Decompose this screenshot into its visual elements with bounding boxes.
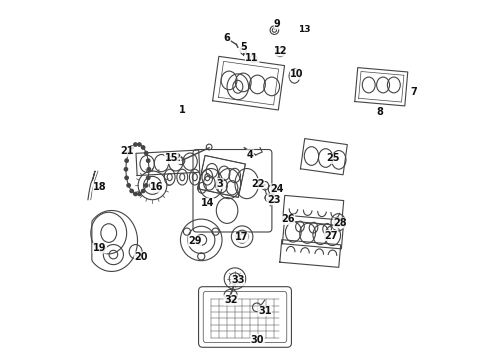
Text: 32: 32 xyxy=(224,295,238,305)
Ellipse shape xyxy=(127,151,130,155)
Text: 20: 20 xyxy=(134,252,148,262)
Ellipse shape xyxy=(130,189,133,193)
Text: 4: 4 xyxy=(247,150,254,160)
Text: 14: 14 xyxy=(200,198,214,208)
Ellipse shape xyxy=(127,184,130,187)
Ellipse shape xyxy=(134,143,137,146)
Text: 5: 5 xyxy=(240,42,246,52)
Text: 11: 11 xyxy=(245,53,259,63)
Text: 6: 6 xyxy=(224,33,230,43)
Ellipse shape xyxy=(138,143,141,146)
Text: 2: 2 xyxy=(173,153,180,163)
Text: 29: 29 xyxy=(188,236,201,246)
Text: 7: 7 xyxy=(410,87,417,97)
Text: 18: 18 xyxy=(93,182,107,192)
Text: 28: 28 xyxy=(333,218,347,228)
Text: 9: 9 xyxy=(274,19,281,29)
Text: 24: 24 xyxy=(270,184,284,194)
Text: 23: 23 xyxy=(267,195,280,205)
Ellipse shape xyxy=(141,189,145,193)
Text: 21: 21 xyxy=(120,146,133,156)
Ellipse shape xyxy=(147,167,151,171)
Ellipse shape xyxy=(145,151,148,155)
Ellipse shape xyxy=(145,184,148,187)
Text: 25: 25 xyxy=(326,153,340,163)
Text: 1: 1 xyxy=(179,105,186,115)
Ellipse shape xyxy=(134,192,137,196)
Text: 16: 16 xyxy=(150,182,164,192)
Text: 10: 10 xyxy=(290,69,304,79)
Ellipse shape xyxy=(147,176,150,180)
Ellipse shape xyxy=(124,167,128,171)
Ellipse shape xyxy=(147,159,150,162)
Text: 19: 19 xyxy=(93,243,106,253)
Text: 30: 30 xyxy=(251,334,264,345)
Text: 26: 26 xyxy=(281,215,295,224)
Text: 12: 12 xyxy=(274,46,288,56)
Text: 31: 31 xyxy=(258,306,271,316)
Ellipse shape xyxy=(125,176,128,180)
Text: 15: 15 xyxy=(165,153,178,163)
Ellipse shape xyxy=(130,146,133,149)
Text: 13: 13 xyxy=(298,25,311,34)
Ellipse shape xyxy=(125,159,128,162)
Text: 27: 27 xyxy=(324,231,338,240)
Text: 8: 8 xyxy=(376,107,383,117)
Text: 17: 17 xyxy=(235,232,248,242)
Text: 22: 22 xyxy=(251,179,264,189)
Text: 3: 3 xyxy=(217,179,223,189)
Ellipse shape xyxy=(141,146,145,149)
Text: 33: 33 xyxy=(231,275,245,285)
Ellipse shape xyxy=(138,192,141,196)
